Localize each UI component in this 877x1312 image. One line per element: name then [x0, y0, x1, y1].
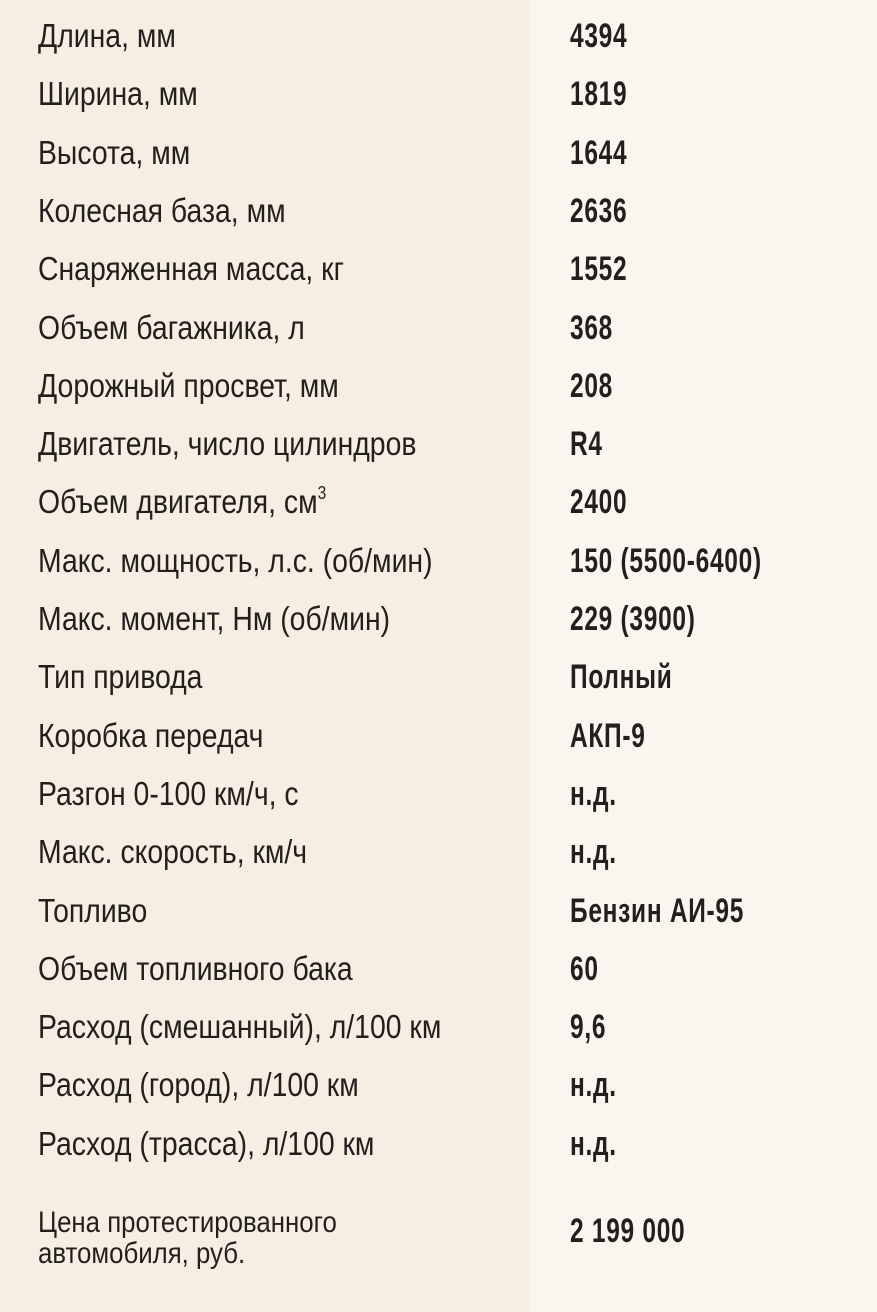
spec-value: АКП-9	[570, 716, 646, 755]
spec-value: 2636	[570, 191, 628, 230]
spec-row: Макс. мощность, л.с. (об/мин) 150 (5500-6…	[0, 533, 877, 591]
spec-label-text: Коробка передач	[38, 716, 264, 754]
spec-label: Расход (город), л/100 км	[38, 1065, 359, 1105]
spec-label-text: Расход (трасса), л/100 км	[38, 1124, 375, 1162]
spec-label-text: Колесная база, мм	[38, 191, 286, 229]
spec-row: Расход (смешанный), л/100 км 9,6	[0, 999, 877, 1057]
spec-row: Объем двигателя, см3 2400	[0, 474, 877, 532]
spec-label-text: Объем багажника, л	[38, 308, 305, 346]
spec-label: Колесная база, мм	[38, 191, 286, 231]
spec-row: Двигатель, число цилиндров R4	[0, 416, 877, 474]
spec-label: Коробка передач	[38, 716, 263, 756]
spec-value: н.д.	[570, 1124, 617, 1163]
spec-value: 1644	[570, 133, 628, 172]
price-label-line1: Цена протестированного	[38, 1206, 337, 1239]
spec-label-text: Снаряженная масса, кг	[38, 250, 344, 288]
spec-value: Бензин АИ-95	[570, 891, 745, 930]
spec-value: 1552	[570, 250, 628, 289]
spec-label: Макс. мощность, л.с. (об/мин)	[38, 541, 433, 581]
spec-row: Объем топливного бака 60	[0, 941, 877, 999]
spec-label-text: Разгон 0-100 км/ч, с	[38, 774, 299, 812]
spec-value: 60	[570, 949, 599, 988]
spec-label: Ширина, мм	[38, 74, 198, 114]
spec-value: 4394	[570, 17, 628, 55]
spec-label: Объем топливного бака	[38, 949, 353, 989]
spec-label: Расход (трасса), л/100 км	[38, 1124, 374, 1164]
spec-row: Объем багажника, л 368	[0, 300, 877, 358]
spec-value: R4	[570, 425, 603, 464]
spec-row: Снаряженная масса, кг 1552	[0, 241, 877, 299]
spec-value: н.д.	[570, 833, 617, 872]
spec-value: 208	[570, 366, 614, 405]
spec-label: Снаряженная масса, кг	[38, 249, 344, 289]
spec-label: Дорожный просвет, мм	[38, 366, 339, 406]
spec-label-text: Топливо	[38, 891, 148, 929]
spec-value: 1819	[570, 75, 628, 114]
spec-value: 9,6	[570, 1008, 607, 1047]
spec-label: Топливо	[38, 891, 147, 931]
superscript: 3	[317, 483, 327, 504]
spec-label: Тип привода	[38, 657, 202, 697]
spec-value: 2 199 000	[570, 1212, 686, 1250]
spec-row: Ширина, мм 1819	[0, 66, 877, 124]
spec-label: Разгон 0-100 км/ч, с	[38, 774, 299, 814]
spec-row: Топливо Бензин АИ-95	[0, 883, 877, 941]
spec-label-text: Тип привода	[38, 658, 203, 696]
spec-label: Цена протестированного автомобиля, руб.	[38, 1207, 337, 1269]
spec-label: Макс. скорость, км/ч	[38, 832, 307, 872]
spec-row: Расход (трасса), л/100 км н.д.	[0, 1116, 877, 1174]
spec-row: Дорожный просвет, мм 208	[0, 358, 877, 416]
spec-label-text: Макс. мощность, л.с. (об/мин)	[38, 541, 433, 579]
spec-label-text: Объем топливного бака	[38, 949, 353, 987]
spec-row: Разгон 0-100 км/ч, с н.д.	[0, 766, 877, 824]
spec-label: Макс. момент, Нм (об/мин)	[38, 599, 390, 639]
spec-value: н.д.	[570, 1066, 617, 1105]
spec-label: Высота, мм	[38, 133, 190, 173]
spec-row: Макс. скорость, км/ч н.д.	[0, 824, 877, 882]
spec-label: Расход (смешанный), л/100 км	[38, 1007, 441, 1047]
spec-row: Тип привода Полный	[0, 649, 877, 707]
price-label-line2: автомобиля, руб.	[38, 1237, 246, 1270]
spec-row: Макс. момент, Нм (об/мин) 229 (3900)	[0, 591, 877, 649]
spec-label: Объем двигателя, см3	[38, 482, 326, 522]
spec-label-text: Расход (смешанный), л/100 км	[38, 1008, 442, 1046]
spec-row: Длина, мм 4394	[0, 8, 877, 66]
spec-value: 368	[570, 308, 614, 347]
spec-label: Длина, мм	[38, 16, 176, 56]
spec-value: н.д.	[570, 774, 617, 813]
spec-label: Двигатель, число цилиндров	[38, 424, 416, 464]
spec-value: 2400	[570, 483, 628, 522]
spec-row: Высота, мм 1644	[0, 125, 877, 183]
spec-value: 229 (3900)	[570, 600, 696, 638]
spec-label-text: Объем двигателя, см	[38, 483, 318, 521]
spec-label-text: Ширина, мм	[38, 75, 198, 113]
spec-label-text: Макс. момент, Нм (об/мин)	[38, 600, 391, 637]
spec-label-text: Дорожный просвет, мм	[38, 366, 339, 404]
spec-row: Колесная база, мм 2636	[0, 183, 877, 241]
spec-label-text: Расход (город), л/100 км	[38, 1066, 359, 1104]
spec-label-text: Длина, мм	[38, 17, 176, 54]
spec-label: Объем багажника, л	[38, 308, 305, 348]
spec-label-text: Двигатель, число цилиндров	[38, 425, 417, 463]
spec-row: Коробка передач АКП-9	[0, 708, 877, 766]
spec-value: 150 (5500-6400)	[570, 541, 762, 580]
spec-label-text: Макс. скорость, км/ч	[38, 833, 308, 871]
spec-row-price: Цена протестированного автомобиля, руб. …	[0, 1203, 877, 1269]
spec-label-text: Высота, мм	[38, 133, 191, 171]
spec-row: Расход (город), л/100 км н.д.	[0, 1057, 877, 1115]
spec-value: Полный	[570, 658, 673, 697]
